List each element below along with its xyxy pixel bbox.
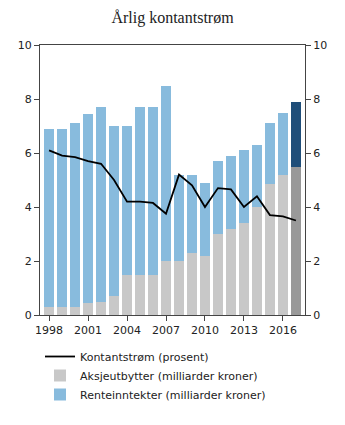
svg-text:Aksjeutbytter (milliarder kron: Aksjeutbytter (milliarder kroner) — [80, 370, 258, 383]
svg-text:6: 6 — [25, 147, 32, 160]
svg-text:2004: 2004 — [113, 324, 141, 337]
svg-text:6: 6 — [313, 147, 320, 160]
svg-text:10: 10 — [313, 39, 327, 52]
svg-text:0: 0 — [313, 309, 320, 322]
svg-text:Kontantstrøm (prosent): Kontantstrøm (prosent) — [80, 351, 209, 364]
svg-text:2016: 2016 — [269, 324, 297, 337]
svg-text:2010: 2010 — [191, 324, 219, 337]
svg-text:4: 4 — [25, 201, 32, 214]
svg-text:2007: 2007 — [152, 324, 180, 337]
svg-text:0: 0 — [25, 309, 32, 322]
svg-text:8: 8 — [313, 93, 320, 106]
svg-text:4: 4 — [313, 201, 320, 214]
svg-text:2001: 2001 — [74, 324, 102, 337]
svg-text:8: 8 — [25, 93, 32, 106]
svg-text:1998: 1998 — [35, 324, 63, 337]
svg-text:10: 10 — [18, 39, 32, 52]
svg-text:Renteinntekter (milliarder kro: Renteinntekter (milliarder kroner) — [80, 389, 266, 402]
svg-text:2: 2 — [25, 255, 32, 268]
svg-text:Årlig kontantstrøm: Årlig kontantstrøm — [111, 9, 234, 27]
svg-text:2: 2 — [313, 255, 320, 268]
svg-text:2013: 2013 — [230, 324, 258, 337]
